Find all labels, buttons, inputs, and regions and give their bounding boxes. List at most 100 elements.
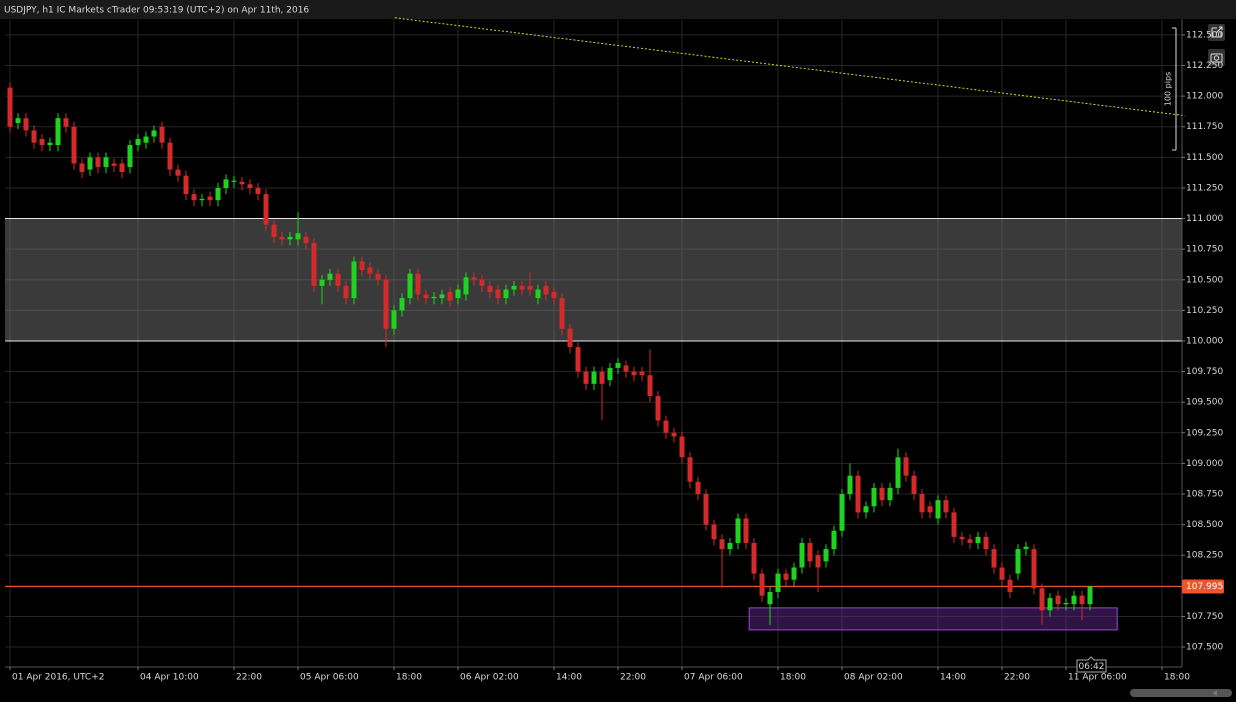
candle-body — [383, 279, 389, 329]
candle-body — [79, 163, 85, 173]
candle-body — [863, 506, 869, 513]
candle-body — [1087, 586, 1093, 605]
candle-body — [351, 261, 357, 299]
candle-body — [95, 157, 101, 168]
candle-body — [263, 194, 269, 225]
plot-area — [5, 17, 1186, 667]
scroll-arrow[interactable] — [1212, 690, 1217, 696]
candle-body — [951, 512, 957, 537]
y-tick-label: 107.500 — [1186, 643, 1223, 653]
candle-body — [423, 294, 429, 299]
y-tick-label: 109.250 — [1186, 428, 1223, 438]
candle-body — [623, 365, 629, 372]
y-tick-label: 110.000 — [1186, 336, 1223, 346]
candle-body — [255, 187, 261, 195]
last-price-box — [1182, 579, 1224, 594]
candle-body — [855, 475, 861, 513]
x-tick-label: 22:00 — [1004, 673, 1030, 683]
candle-body — [503, 289, 509, 299]
candle-body — [927, 506, 933, 513]
candle-body — [247, 184, 253, 188]
candle-body — [615, 363, 621, 368]
y-tick-label: 109.750 — [1186, 367, 1223, 377]
candle-body — [103, 157, 109, 168]
candle-body — [583, 371, 589, 384]
x-tick-label: 05 Apr 06:00 — [300, 673, 359, 683]
countdown-frame — [1076, 656, 1107, 673]
candle-body — [191, 194, 197, 201]
candle-body — [959, 536, 965, 540]
candle-body — [375, 273, 381, 280]
candle-body — [807, 542, 813, 562]
candle-body — [479, 279, 485, 286]
candle-body — [543, 285, 549, 295]
candle-body — [703, 494, 709, 525]
candle-body — [727, 542, 733, 550]
x-tick-label: 14:00 — [556, 673, 582, 683]
x-tick-label: 14:00 — [940, 673, 966, 683]
scrollbar-thumb[interactable] — [1130, 689, 1232, 697]
candle-body — [591, 371, 597, 384]
y-tick-label: 111.750 — [1186, 122, 1223, 132]
x-tick-label: 07 Apr 06:00 — [684, 673, 743, 683]
candle-body — [871, 487, 877, 507]
candle-body — [911, 475, 917, 495]
candle-body — [327, 273, 333, 280]
candle-body — [631, 371, 637, 376]
x-tick-label: 11 Apr 06:00 — [1068, 673, 1127, 683]
candle-body — [319, 279, 325, 286]
candle-body — [983, 536, 989, 550]
y-tick-label: 108.250 — [1186, 551, 1223, 561]
candle-body — [839, 494, 845, 531]
candle-body — [359, 261, 365, 270]
candle-body — [815, 555, 821, 568]
candle-body — [639, 371, 645, 376]
y-tick-label: 110.500 — [1186, 275, 1223, 285]
candle-body — [335, 273, 341, 286]
candle-body — [303, 236, 309, 244]
candle-body — [759, 573, 765, 596]
candle-body — [559, 298, 565, 329]
y-tick-label: 109.500 — [1186, 398, 1223, 408]
candle-body — [671, 432, 677, 437]
candle-body — [311, 243, 317, 286]
candle-body — [991, 549, 997, 568]
ruler-label: 100 pips — [1164, 72, 1173, 106]
candle-body — [1031, 549, 1037, 589]
candle-body — [7, 87, 13, 127]
x-tick-label: 18:00 — [396, 673, 422, 683]
candle-body — [1055, 595, 1061, 605]
candle-body — [935, 500, 941, 519]
candle-body — [455, 289, 461, 299]
candle-body — [655, 396, 661, 421]
candle-body — [143, 136, 149, 143]
candle-body — [15, 118, 21, 124]
candle-body — [1047, 598, 1053, 611]
candle-body — [207, 196, 213, 201]
candle-body — [279, 236, 285, 240]
candle-body — [1015, 549, 1021, 574]
candle-body — [223, 179, 229, 188]
price-zone — [748, 607, 1118, 631]
candle-body — [111, 163, 117, 166]
candle-body — [431, 296, 437, 299]
candle-body — [1007, 579, 1013, 592]
candle-body — [55, 118, 61, 146]
y-tick-label: 108.500 — [1186, 520, 1223, 530]
candle-body — [215, 187, 221, 201]
candle-body — [183, 175, 189, 195]
candle-body — [783, 573, 789, 580]
candle-body — [1079, 595, 1085, 605]
candle-body — [1071, 595, 1077, 605]
candle-body — [919, 494, 925, 513]
candle-body — [463, 277, 469, 295]
candle-body — [87, 157, 93, 170]
candle-body — [575, 347, 581, 372]
candle-body — [167, 142, 173, 170]
y-tick-label: 109.000 — [1186, 459, 1223, 469]
candle-body — [551, 292, 557, 299]
candle-body — [511, 285, 517, 290]
candle-body — [647, 375, 653, 397]
candle-body — [791, 567, 797, 580]
candle-body — [975, 536, 981, 543]
